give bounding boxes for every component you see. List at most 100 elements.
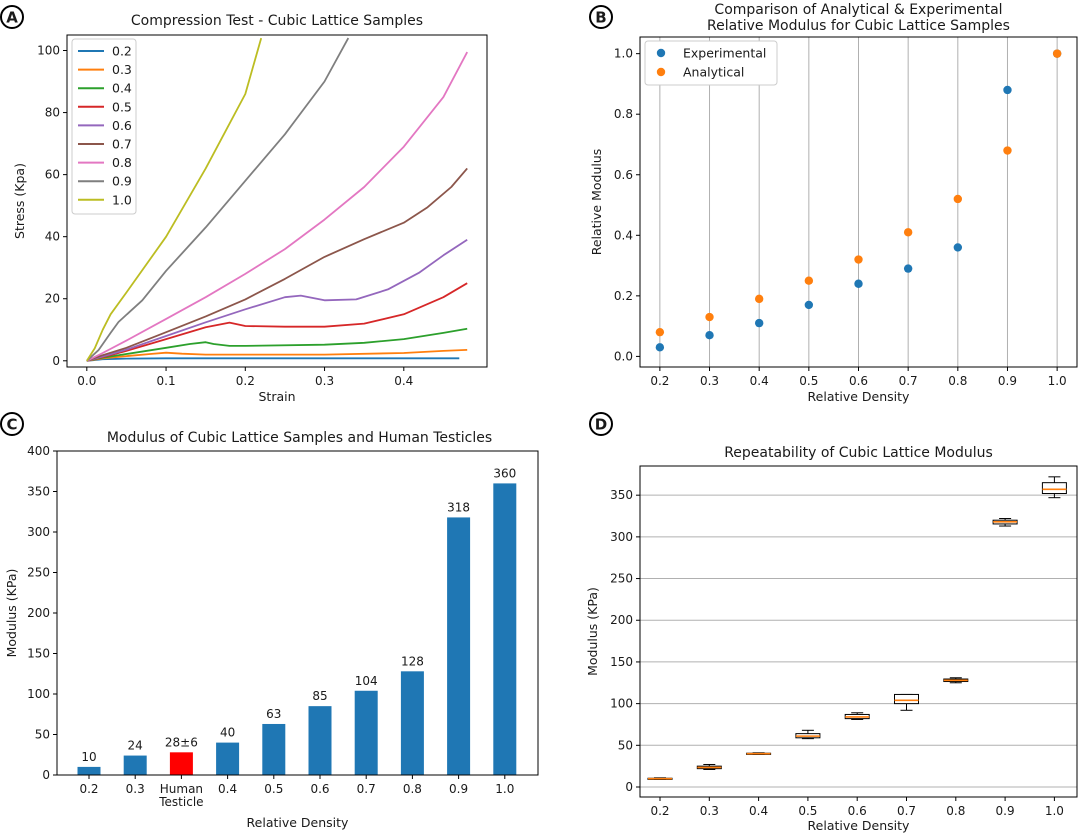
scatter-point-experimental	[1003, 85, 1012, 95]
bar	[447, 517, 471, 775]
y-tick-label: 0.4	[614, 228, 633, 242]
legend-label: 1.0	[112, 192, 132, 207]
chart-title-line1: Comparison of Analytical & Experimental	[714, 2, 1002, 18]
legend-label: Analytical	[683, 65, 744, 80]
box-0.2	[647, 777, 673, 780]
box-0.6	[844, 712, 870, 720]
scatter-point-analytical	[804, 276, 814, 285]
x-tick-label: Testicle	[158, 795, 203, 809]
y-tick-label: 200	[610, 613, 633, 627]
series-line-0.4	[86, 327, 468, 362]
bar-value-label: 40	[220, 726, 235, 740]
y-tick-label: 1.0	[614, 47, 633, 61]
scatter-point-analytical	[1003, 146, 1012, 155]
x-tick-label: 1.0	[495, 782, 514, 796]
legend-label: Experimental	[683, 46, 766, 61]
x-tick-label: 0.2	[236, 374, 255, 388]
x-tick-label: 1.0	[1045, 804, 1064, 818]
x-tick-label: 0.5	[799, 374, 818, 388]
bar	[354, 690, 378, 775]
x-tick-label: 0.9	[449, 782, 468, 796]
x-tick-label: 0.4	[218, 782, 237, 796]
scatter-point-experimental	[903, 264, 913, 273]
x-tick-label: 0.5	[798, 804, 817, 818]
scatter-point-analytical	[903, 228, 913, 237]
y-tick-label: 0.8	[614, 107, 633, 121]
x-tick-label: 0.2	[650, 374, 669, 388]
y-tick-label: 150	[27, 647, 50, 661]
x-tick-label: 0.7	[357, 782, 376, 796]
legend-label: 0.6	[112, 118, 132, 133]
x-tick-label: 0.0	[77, 374, 96, 388]
x-tick-label: 0.6	[848, 804, 867, 818]
x-tick-label: 0.8	[946, 804, 965, 818]
bar	[400, 671, 424, 775]
panel-badge-circle	[589, 412, 613, 436]
box-0.8	[943, 677, 969, 684]
bar-value-label: 28±6	[165, 735, 198, 749]
scatter-point-experimental	[804, 300, 814, 310]
y-axis-label: Relative Modulus	[589, 149, 604, 256]
bar-value-label: 85	[312, 689, 327, 703]
series-line-0.9	[86, 37, 350, 362]
bar	[77, 766, 101, 775]
scatter-point-analytical	[1052, 49, 1062, 58]
series-group	[86, 37, 468, 362]
bar-value-label: 318	[447, 500, 470, 514]
x-axis-label: Relative Density	[247, 815, 350, 830]
y-tick-label: 200	[27, 606, 50, 620]
legend-label: 0.5	[112, 99, 132, 114]
x-tick-label: 0.3	[700, 804, 719, 818]
scatter-point-experimental	[854, 279, 863, 288]
scatter-point-analytical	[754, 294, 764, 304]
legend-box	[644, 40, 778, 86]
y-tick-label: 100	[27, 687, 50, 701]
chart-title: Modulus of Cubic Lattice Samples and Hum…	[107, 430, 492, 446]
legend-marker-analytical	[656, 67, 666, 77]
series-line-0.6	[86, 239, 468, 362]
box-body	[894, 693, 919, 705]
y-tick-label: 350	[610, 488, 633, 502]
x-axis-label: Relative Density	[808, 389, 911, 404]
panel-badge-letter: C	[6, 416, 17, 434]
plot-frame	[639, 465, 1078, 798]
x-tick-label: 0.6	[310, 782, 329, 796]
x-tick-label: Human	[160, 782, 203, 796]
x-tick-label: 0.7	[899, 374, 918, 388]
bar-value-label: 63	[266, 707, 281, 721]
x-tick-label: 0.4	[749, 804, 768, 818]
x-tick-label: 0.3	[700, 374, 719, 388]
scatter-point-analytical	[953, 194, 963, 204]
legend-box	[71, 38, 137, 215]
legend-label: 0.3	[112, 62, 132, 77]
chart-title-line2: Relative Modulus for Cubic Lattice Sampl…	[707, 18, 1010, 34]
y-tick-label: 250	[27, 566, 50, 580]
x-tick-label: 0.4	[394, 374, 413, 388]
panel-badge-letter: A	[6, 9, 18, 27]
y-tick-label: 350	[27, 485, 50, 499]
series-line-0.2	[86, 357, 460, 362]
x-tick-label: 0.8	[948, 374, 967, 388]
panel-badge-circle	[0, 5, 24, 29]
box-1.0	[1041, 476, 1067, 499]
legend-label: 0.7	[112, 137, 132, 152]
y-tick-label: 100	[610, 697, 633, 711]
legend: Experimental Analytical	[644, 40, 778, 86]
y-tick-label: 0.6	[614, 168, 633, 182]
x-tick-label: 0.7	[897, 804, 916, 818]
x-axis-label: Strain	[258, 389, 295, 404]
series-line-0.3	[86, 349, 468, 362]
legend-label: 0.2	[112, 44, 132, 59]
panel-c: C Modulus of Cubic Lattice Samples and Hu…	[0, 412, 539, 830]
x-tick-label: 0.3	[126, 782, 145, 796]
y-tick-label: 50	[618, 738, 633, 752]
x-tick-label: 0.4	[750, 374, 769, 388]
y-tick-label: 0.0	[614, 349, 633, 363]
y-axis-label: Modulus (KPa)	[585, 587, 600, 676]
chart-title: Compression Test - Cubic Lattice Samples	[131, 13, 423, 29]
y-tick-label: 0	[42, 768, 50, 782]
y-tick-label: 80	[45, 106, 60, 120]
bar	[493, 483, 517, 775]
